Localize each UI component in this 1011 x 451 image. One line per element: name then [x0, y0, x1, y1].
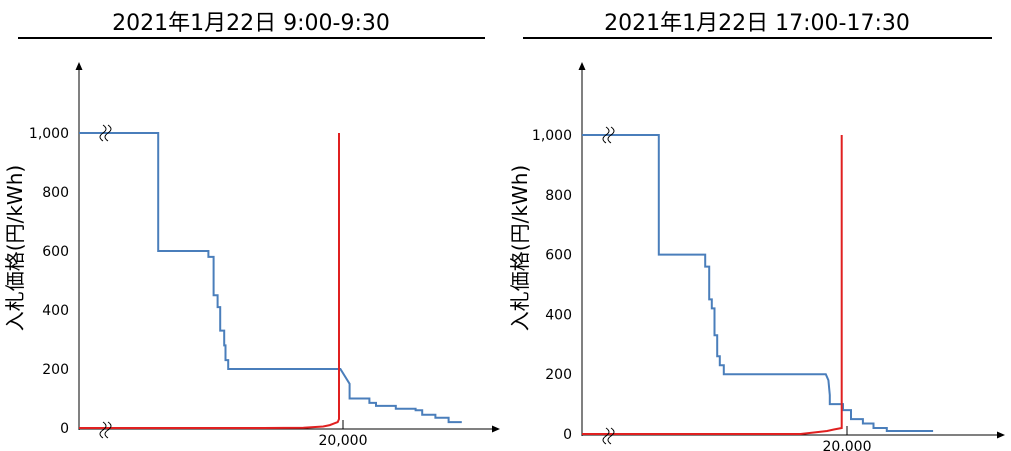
y-tick-label: 600: [42, 244, 69, 260]
y-tick-label: 1,000: [29, 126, 69, 142]
y-axis-arrow: [75, 62, 83, 70]
y-tick-label: 1,000: [532, 128, 572, 144]
chart-right: 2021年1月22日 17:00-17:30 入札価格(円/kWh) 1,000 80…: [508, 11, 1005, 451]
chart-title: 2021年1月22日 9:00-9:30: [112, 11, 390, 36]
axis-break-bottom: [99, 421, 107, 439]
x-tick-label: 20,000: [823, 439, 872, 451]
series-line-blue: [79, 132, 462, 424]
axis-break-top: [607, 126, 615, 144]
series-line-red: [582, 135, 843, 435]
y-axis-arrow: [578, 62, 586, 70]
series-line-blue: [582, 134, 934, 432]
y-tick-label: 200: [42, 362, 69, 378]
y-axis-label: 入札価格(円/kWh): [508, 165, 532, 331]
y-tick-label: 800: [42, 185, 69, 201]
y-tick-label: 400: [545, 307, 572, 323]
axis-break-bottom: [602, 427, 610, 445]
chart-panel-left: 2021年1月22日 9:00-9:30 入札価格(円/kWh) 1,000 800 6…: [0, 0, 505, 451]
y-tick-label: 0: [563, 427, 572, 443]
axis-break-top: [104, 124, 112, 142]
chart-panel-right: 2021年1月22日 17:00-17:30 入札価格(円/kWh) 1,000 80…: [505, 0, 1011, 451]
chart-left: 2021年1月22日 9:00-9:30 入札価格(円/kWh) 1,000 800 6…: [3, 11, 500, 449]
y-tick-label: 200: [545, 367, 572, 383]
x-axis-arrow: [492, 425, 500, 433]
series-line-red: [79, 133, 340, 429]
y-tick-label: 800: [545, 188, 572, 204]
x-tick-label: 20,000: [319, 433, 368, 449]
y-tick-label: 0: [60, 421, 69, 437]
y-tick-label: 400: [42, 303, 69, 319]
axis-break-bottom: [607, 427, 615, 445]
chart-title: 2021年1月22日 17:00-17:30: [604, 11, 910, 36]
axis-break-top: [602, 126, 610, 144]
y-axis-label: 入札価格(円/kWh): [3, 165, 27, 331]
y-tick-label: 600: [545, 248, 572, 264]
axis-break-top: [99, 124, 107, 142]
axis-break-bottom: [104, 421, 112, 439]
x-axis-arrow: [997, 431, 1005, 439]
